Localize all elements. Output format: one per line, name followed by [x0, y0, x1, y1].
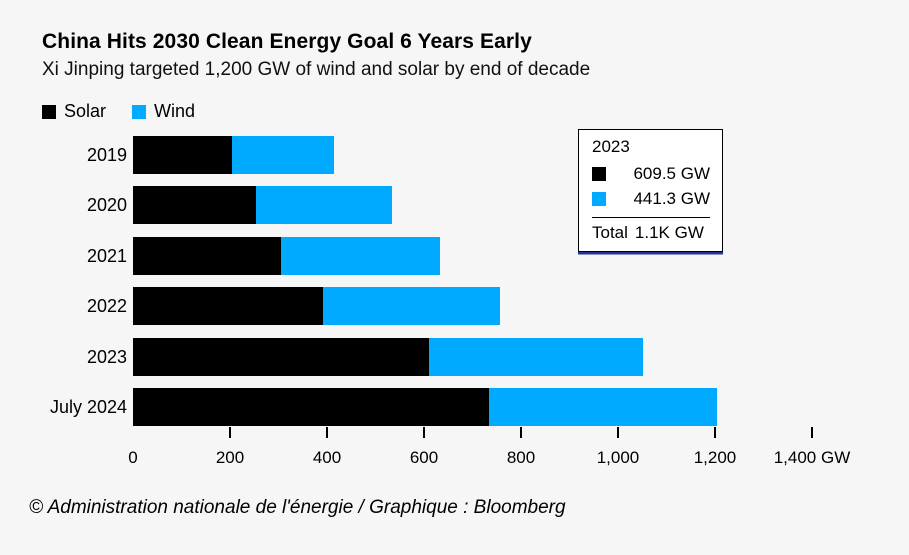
tooltip-divider [592, 217, 710, 218]
legend-item-wind: Wind [132, 101, 195, 122]
chart-subtitle: Xi Jinping targeted 1,200 GW of wind and… [42, 59, 591, 80]
bar-segment-solar-2022[interactable] [133, 287, 324, 325]
bar-segment-wind-2021[interactable] [281, 236, 441, 275]
row-label-2020: 2020 [86, 195, 127, 215]
bar-segment-solar-2020[interactable] [133, 186, 256, 224]
wind-swatch-icon [592, 191, 606, 206]
bar-segment-solar-2019[interactable] [133, 135, 233, 174]
row-label-july-2024: July 2024 [49, 397, 127, 417]
x-tick-200 [229, 427, 231, 438]
source-credit: © Administration nationale de l'énergie … [29, 497, 566, 518]
bar-segment-wind-2019[interactable] [232, 135, 335, 174]
x-tick-label-400: 400 [312, 448, 342, 467]
tooltip-total-label: Total [592, 223, 628, 242]
chart-tooltip: 2023 609.5 GW 441.3 GW Total 1.1K GW [578, 129, 723, 252]
legend-label-solar: Solar [64, 101, 107, 121]
bar-segment-solar-july-2024[interactable] [133, 388, 490, 426]
x-tick-1000 [617, 427, 619, 438]
row-label-2019: 2019 [86, 144, 127, 165]
bar-segment-wind-2020[interactable] [255, 186, 392, 224]
bar-segment-wind-2022[interactable] [323, 287, 501, 325]
bar-segment-wind-july-2024[interactable] [489, 388, 718, 426]
chart-legend: Solar Wind [42, 101, 195, 122]
chart-title: China Hits 2030 Clean Energy Goal 6 Year… [42, 30, 532, 53]
legend-label-wind: Wind [154, 101, 196, 121]
row-label-2023: 2023 [86, 346, 127, 367]
x-tick-800 [520, 427, 522, 438]
tooltip-rows: 609.5 GW 441.3 GW [592, 161, 710, 211]
tooltip-value-solar: 609.5 GW [633, 163, 710, 183]
x-tick-400 [326, 427, 328, 438]
x-tick-600 [423, 427, 425, 438]
x-tick-label-1200: 1,200 [693, 448, 737, 467]
bar-segment-wind-2023[interactable] [428, 337, 643, 376]
row-label-2021: 2021 [86, 245, 127, 266]
wind-swatch-icon [132, 104, 147, 119]
x-tick-label-600: 600 [409, 448, 439, 467]
tooltip-total: Total 1.1K GW [592, 223, 710, 243]
solar-swatch-icon [42, 104, 56, 119]
solar-swatch-icon [592, 166, 606, 181]
tooltip-row-solar: 609.5 GW [592, 161, 710, 186]
x-tick-1400 [811, 427, 813, 438]
x-tick-label-200: 200 [215, 448, 245, 467]
bar-segment-solar-2023[interactable] [133, 337, 429, 376]
x-tick-label-800: 800 [506, 448, 536, 467]
row-label-2022: 2022 [86, 296, 127, 316]
tooltip-value-wind: 441.3 GW [633, 188, 710, 208]
legend-item-solar: Solar [42, 101, 106, 122]
x-tick-1200 [714, 427, 716, 438]
x-tick-label-1400: 1,400 GW [773, 448, 851, 467]
bar-segment-solar-2021[interactable] [133, 236, 282, 275]
x-tick-label-0: 0 [128, 448, 138, 467]
tooltip-total-value: 1.1K GW [634, 223, 704, 242]
tooltip-year: 2023 [592, 137, 630, 156]
x-tick-label-1000: 1,000 [596, 448, 640, 467]
tooltip-row-wind: 441.3 GW [592, 186, 710, 211]
